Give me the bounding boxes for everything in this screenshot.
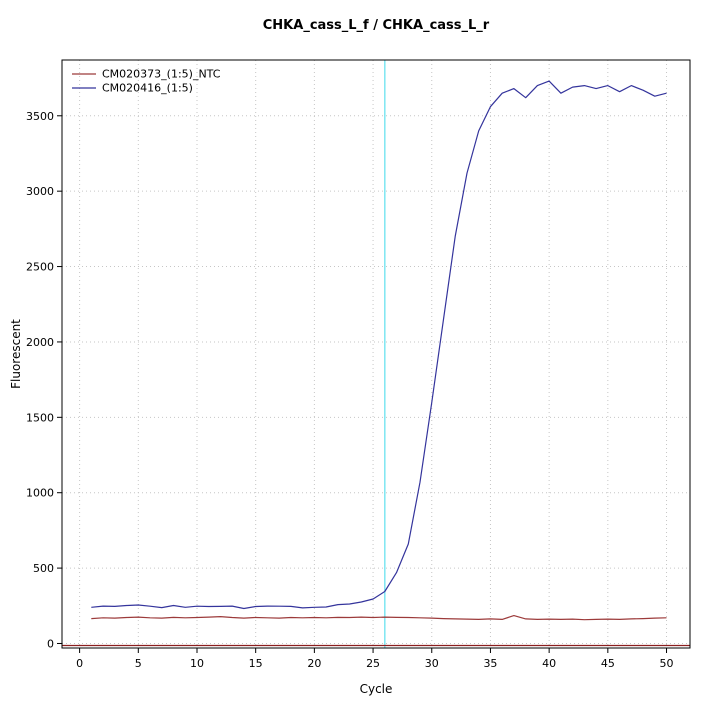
x-tick-label: 0 xyxy=(76,657,83,670)
x-tick-label: 40 xyxy=(542,657,556,670)
legend-label: CM020416_(1:5) xyxy=(102,82,193,95)
y-tick-label: 1500 xyxy=(26,411,54,424)
y-tick-label: 2000 xyxy=(26,336,54,349)
legend-item: CM020373_(1:5)_NTC xyxy=(72,68,221,81)
plot-border xyxy=(61,59,691,649)
x-tick-label: 35 xyxy=(483,657,497,670)
x-tick-label: 25 xyxy=(366,657,380,670)
x-tick-label: 10 xyxy=(190,657,204,670)
legend-label: CM020373_(1:5)_NTC xyxy=(102,68,221,81)
y-tick-label: 2500 xyxy=(26,261,54,274)
series-line-CM020373_(1:5)_NTC xyxy=(91,614,667,621)
legend-item: CM020416_(1:5) xyxy=(72,82,193,95)
x-tick-label: 15 xyxy=(249,657,263,670)
axes: 0 5 10 15 20 25 30 35 40 45 5005001000150020002500… xyxy=(26,110,674,670)
y-tick-label: 0 xyxy=(47,637,54,650)
x-tick-label: 45 xyxy=(601,657,615,670)
chart-title: CHKA_cass_L_f / CHKA_cass_L_r xyxy=(262,18,490,33)
y-tick-label: 500 xyxy=(33,562,54,575)
y-tick-label: 1000 xyxy=(26,487,54,500)
series xyxy=(91,80,667,621)
y-tick-label: 3500 xyxy=(26,110,54,123)
y-tick-label: 3000 xyxy=(26,185,54,198)
x-tick-label: 30 xyxy=(425,657,439,670)
x-axis-label: Cycle xyxy=(359,682,393,696)
x-tick-label: 50 xyxy=(660,657,674,670)
x-tick-label: 20 xyxy=(307,657,321,670)
x-tick-label: 5 xyxy=(135,657,142,670)
series-line-CM020416_(1:5) xyxy=(91,80,667,610)
gridlines xyxy=(62,60,690,648)
